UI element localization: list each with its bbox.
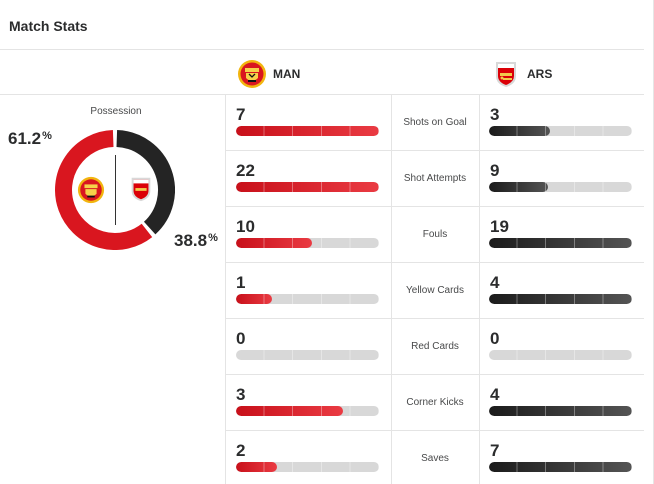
home-stat-value: 0 [236,329,246,348]
home-stat-bar-fill [236,238,312,248]
home-stat-value: 3 [236,385,246,404]
home-possession-percent: % [42,130,52,142]
away-stat-bar-fill [489,406,632,416]
row-divider [225,150,644,151]
home-possession-arc [55,130,153,250]
row-divider [225,206,644,207]
stat-label: Shot Attempts [403,173,467,184]
stat-row: 10 Fouls 19 [225,207,644,263]
away-possession-number: 38.8 [174,231,208,250]
stat-row: 1 Yellow Cards 4 [225,263,644,319]
column-divider-label [391,95,392,484]
stat-row: 22 Shot Attempts 9 [225,151,644,207]
home-stat-value: 1 [236,273,246,292]
stat-label: Red Cards [411,341,459,352]
home-stat-bar-fill [236,462,278,472]
row-divider [225,374,644,375]
title-divider [0,49,644,50]
away-stat-value: 9 [490,161,500,180]
donut-center-divider [115,155,116,225]
stat-label: Yellow Cards [406,285,464,296]
stat-label: Corner Kicks [406,397,464,408]
away-stat-bar [489,294,632,304]
home-stat-bar [236,182,379,192]
home-possession-number: 61.2 [8,129,42,148]
away-stat-bar [489,406,632,416]
arsenal-crest-icon [496,62,516,87]
header-divider [0,94,644,95]
row-divider [225,430,644,431]
home-stat-bar-fill [236,294,272,304]
home-stat-bar-fill [236,182,379,192]
away-stat-bar [489,238,632,248]
stat-row: 7 Shots on Goal 3 [225,95,644,151]
row-divider [225,262,644,263]
stat-row: 3 Corner Kicks 4 [225,375,644,431]
home-team-header: MAN [237,56,300,92]
away-stat-value: 0 [490,329,500,348]
home-possession-value: 61.2% [8,129,52,149]
away-stat-bar [489,462,632,472]
stat-label: Saves [421,453,449,464]
home-stat-bar [236,126,379,136]
away-stat-bar [489,126,632,136]
home-stat-value: 7 [236,105,246,124]
away-possession-value: 38.8% [174,231,218,251]
possession-label: Possession [90,106,142,117]
home-stat-bar [236,462,379,472]
arsenal-crest-icon [131,177,151,202]
row-divider [225,318,644,319]
away-stat-bar-fill [489,126,551,136]
manchester-united-crest-icon [77,176,105,204]
home-stat-value: 22 [236,161,255,180]
home-stat-bar-fill [236,406,344,416]
stat-label: Fouls [422,229,448,240]
column-divider-away [479,95,480,484]
manchester-united-crest-icon [238,60,266,88]
stat-row: 0 Red Cards 0 [225,319,644,375]
home-stat-value: 2 [236,441,246,460]
away-stat-bar-fill [489,182,548,192]
stat-row: 2 Saves 7 [225,431,644,484]
away-stat-bar-fill [489,294,632,304]
away-stat-bar [489,182,632,192]
possession-donut [55,130,175,250]
stat-label: Shots on Goal [403,117,467,128]
away-team-header: ARS [491,56,552,92]
home-stat-bar [236,238,379,248]
away-stat-value: 19 [490,217,509,236]
away-team-abbr: ARS [527,67,553,81]
home-team-abbr: MAN [273,67,301,81]
home-stat-value: 10 [236,217,255,236]
home-stat-bar [236,294,379,304]
away-stat-bar-fill [489,462,632,472]
away-possession-arc [116,130,175,235]
away-stat-value: 4 [490,273,500,292]
away-stat-value: 3 [490,105,500,124]
away-stat-bar-fill [489,238,632,248]
away-possession-percent: % [208,232,218,244]
home-stat-bar [236,350,379,360]
home-stat-bar-fill [236,126,379,136]
away-stat-bar [489,350,632,360]
match-stats-title: Match Stats [9,18,88,34]
away-stat-value: 4 [490,385,500,404]
column-divider-home [225,95,226,484]
away-stat-value: 7 [490,441,500,460]
home-stat-bar [236,406,379,416]
